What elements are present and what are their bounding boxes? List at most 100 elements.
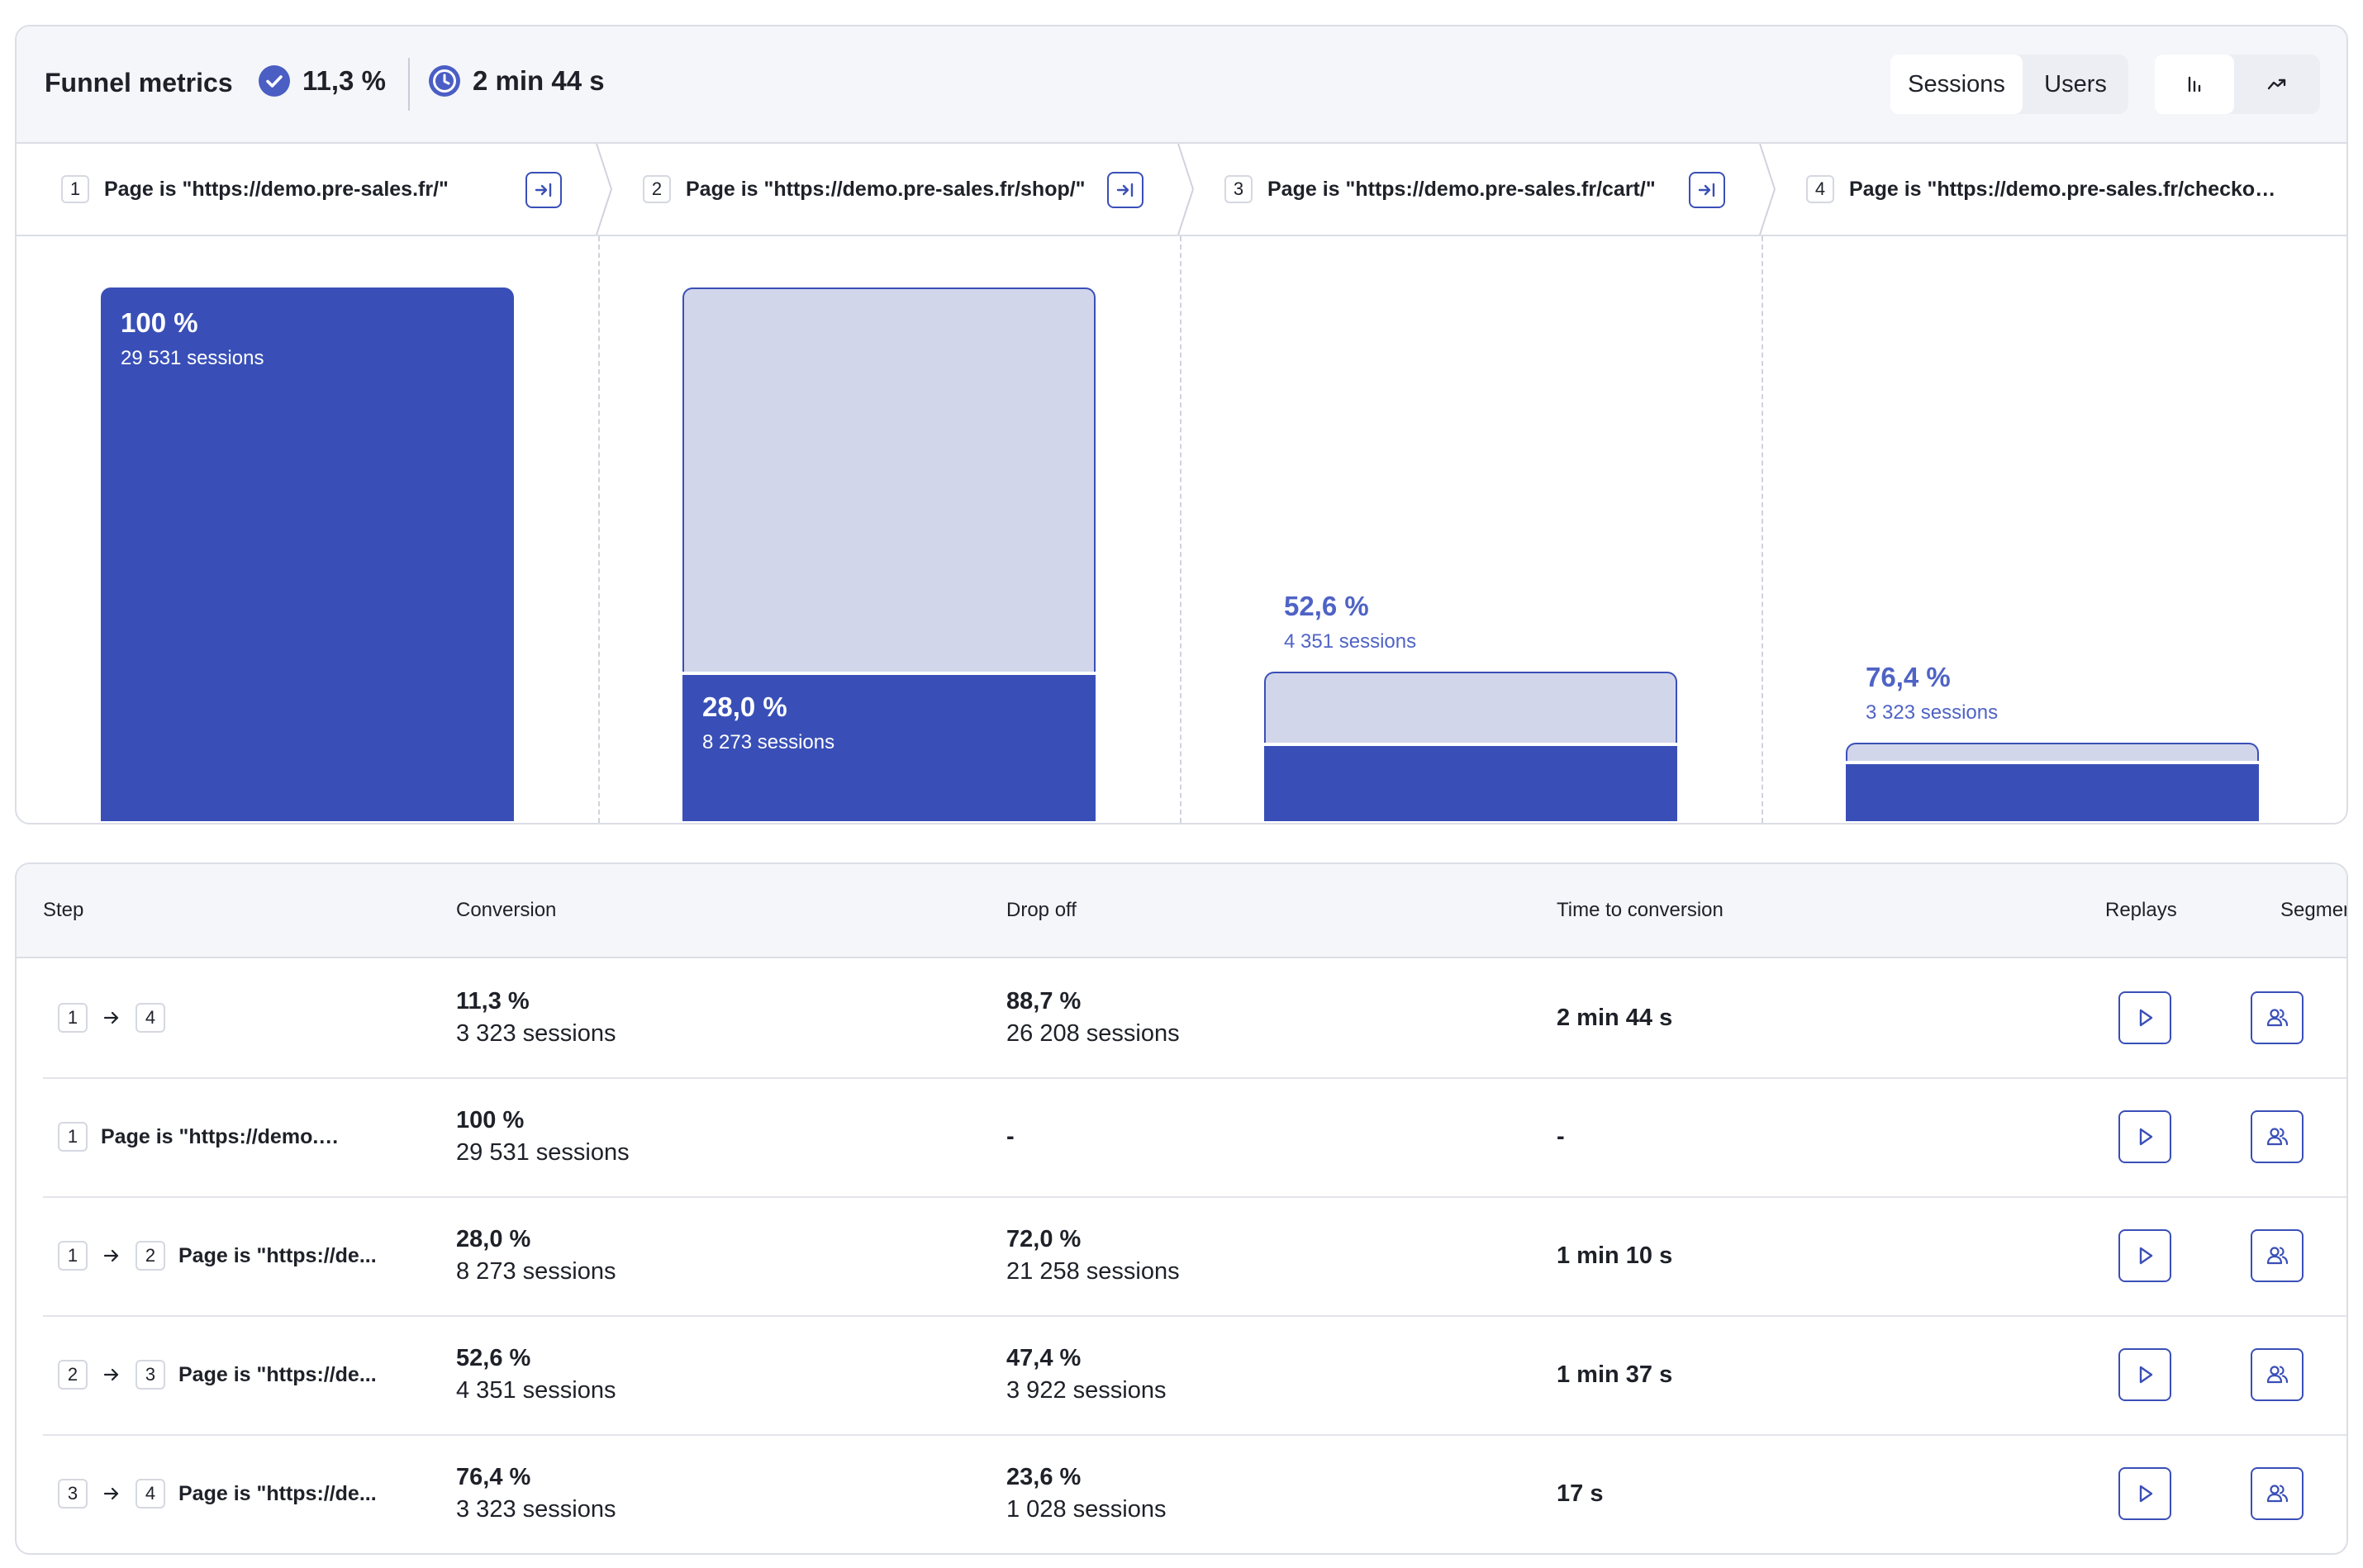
funnel-bar-previous-step: [1846, 742, 2259, 762]
segments-button[interactable]: [2251, 1348, 2304, 1401]
funnel-bar-converted[interactable]: [1264, 745, 1677, 821]
funnel-bar-converted[interactable]: [101, 287, 514, 821]
dropoff-percent: 72,0 %: [1006, 1226, 1082, 1252]
time-metric: 2 min 44 s: [428, 64, 605, 97]
conversion-cell: 100 % 29 531 sessions: [456, 1077, 630, 1196]
users-icon: [2266, 1247, 2289, 1265]
column-header-replays: Replays: [2105, 899, 2177, 921]
bar-label: 76,4 % 3 323 sessions: [1866, 662, 1998, 725]
dropoff-cell: 23,6 % 1 028 sessions: [1006, 1434, 1166, 1553]
step-arrow: [88, 1009, 136, 1027]
column-divider: [1180, 236, 1182, 823]
conversion-sessions: 3 323 sessions: [456, 1496, 616, 1523]
column-divider: [598, 236, 600, 823]
time-cell: -: [1557, 1077, 1565, 1196]
step-cell: 1 2 Page is "https://de...: [58, 1196, 421, 1315]
step-cell: 3 4 Page is "https://de...: [58, 1434, 421, 1553]
conversion-cell: 11,3 % 3 323 sessions: [456, 958, 616, 1077]
conversion-sessions: 4 351 sessions: [456, 1377, 616, 1404]
column-header-step: Step: [43, 899, 84, 921]
step-separator-chevron: [1759, 144, 1776, 235]
funnel-bar-previous-step: [682, 287, 1096, 672]
table-row: 1 4 11,3 % 3 323 sessions 88,7 % 26 208 sessi…: [43, 958, 2346, 1079]
users-toggle-button[interactable]: Users: [2044, 70, 2107, 97]
dropoff-percent: -: [1006, 1123, 1015, 1150]
row-step-label: Page is "https://demo.pre-s...: [101, 1124, 340, 1148]
segments-button[interactable]: [2251, 1110, 2304, 1163]
bar-label: 100 % 29 531 sessions: [121, 307, 264, 370]
step-number: 4: [1806, 175, 1834, 203]
dropoff-sessions: 26 208 sessions: [1006, 1020, 1180, 1047]
column-header-segments: Segments: [2280, 899, 2346, 921]
time-to-conversion: -: [1557, 1123, 1565, 1150]
bar-percent-label: 52,6 %: [1284, 591, 1369, 622]
replays-button[interactable]: [2118, 1467, 2171, 1520]
trend-view-button[interactable]: [2234, 55, 2320, 114]
table-row: 3 4 Page is "https://de... 76,4 % 3 323 sess…: [43, 1434, 2346, 1553]
check-circle-icon: [259, 65, 290, 97]
sessions-toggle-button[interactable]: Sessions: [1890, 55, 2023, 114]
bar-sessions-label: 4 351 sessions: [1284, 630, 1417, 653]
funnel-bar-converted[interactable]: [1846, 764, 2259, 821]
conversion-rate-value: 11,3 %: [302, 65, 386, 96]
view-toggle: [2155, 55, 2320, 114]
time-to-conversion: 17 s: [1557, 1480, 1604, 1507]
table-row: 1 Page is "https://demo.pre-s... 100 % 29 5…: [43, 1077, 2346, 1198]
funnel-header: Funnel metrics 11,3 % 2 min 44 s Session…: [17, 26, 2346, 144]
step-to: 4: [136, 1003, 165, 1033]
funnel-steps-row: 1 Page is "https://demo.pre-sales.fr/" 2…: [17, 144, 2346, 236]
time-cell: 1 min 10 s: [1557, 1196, 1672, 1315]
step-3-goto-button[interactable]: [1689, 172, 1725, 208]
replays-button[interactable]: [2118, 1229, 2171, 1282]
conversion-percent: 28,0 %: [456, 1226, 531, 1252]
step-arrow: [88, 1366, 136, 1384]
table-row: 1 2 Page is "https://de... 28,0 % 8 273 sess…: [43, 1196, 2346, 1317]
conversion-metric: 11,3 %: [258, 64, 386, 97]
replays-button[interactable]: [2118, 1348, 2171, 1401]
replays-button[interactable]: [2118, 991, 2171, 1044]
arrow-right-icon: [103, 1011, 119, 1024]
funnel-metrics-card: Funnel metrics 11,3 % 2 min 44 s Session…: [15, 25, 2348, 824]
time-cell: 17 s: [1557, 1434, 1603, 1553]
conversion-cell: 76,4 % 3 323 sessions: [456, 1434, 616, 1553]
segments-button[interactable]: [2251, 1229, 2304, 1282]
dropoff-cell: 72,0 % 21 258 sessions: [1006, 1196, 1180, 1315]
row-step-label: Page is "https://de...: [178, 1481, 377, 1505]
step-number: 1: [61, 175, 89, 203]
conversion-sessions: 8 273 sessions: [456, 1258, 616, 1285]
replays-button[interactable]: [2118, 1110, 2171, 1163]
funnel-chart: 100 % 29 531 sessions 28,0 % 8 273 sessions…: [17, 236, 2346, 823]
bar-percent-label: 28,0 %: [702, 691, 787, 723]
conversion-sessions: 29 531 sessions: [456, 1139, 630, 1166]
bar-label: 52,6 % 4 351 sessions: [1284, 591, 1416, 653]
step-from: 3: [58, 1479, 88, 1509]
column-header-conversion: Conversion: [456, 899, 557, 921]
bar-chart-view-button[interactable]: [2155, 55, 2234, 114]
users-icon: [2266, 1128, 2289, 1146]
bar-sessions-label: 8 273 sessions: [702, 731, 835, 754]
step-2-goto-button[interactable]: [1107, 172, 1143, 208]
step-1-goto-button[interactable]: [525, 172, 562, 208]
trend-icon: [2267, 78, 2286, 90]
conversion-cell: 28,0 % 8 273 sessions: [456, 1196, 616, 1315]
conversion-sessions: 3 323 sessions: [456, 1020, 616, 1047]
step-arrow: [88, 1485, 136, 1503]
time-cell: 1 min 37 s: [1557, 1315, 1672, 1434]
segments-button[interactable]: [2251, 1467, 2304, 1520]
step-to: 4: [136, 1479, 165, 1509]
step-from: 1: [58, 1122, 88, 1152]
arrow-to-right-icon: [1116, 183, 1134, 197]
time-to-conversion: 2 min 44 s: [1557, 1004, 1673, 1031]
bar-label: 28,0 % 8 273 sessions: [702, 691, 834, 754]
time-cell: 2 min 44 s: [1557, 958, 1672, 1077]
dropoff-percent: 23,6 %: [1006, 1464, 1082, 1490]
segments-button[interactable]: [2251, 991, 2304, 1044]
funnel-bar-converted[interactable]: [682, 675, 1096, 821]
bar-sessions-label: 29 531 sessions: [121, 347, 264, 369]
play-icon: [2139, 1485, 2153, 1503]
funnel-step-3: 3 Page is "https://demo.pre-sales.fr/car…: [1224, 144, 1704, 235]
column-divider: [1762, 236, 1763, 823]
dropoff-cell: 88,7 % 26 208 sessions: [1006, 958, 1180, 1077]
dropoff-cell: -: [1006, 1077, 1015, 1196]
step-arrow: [88, 1247, 136, 1265]
